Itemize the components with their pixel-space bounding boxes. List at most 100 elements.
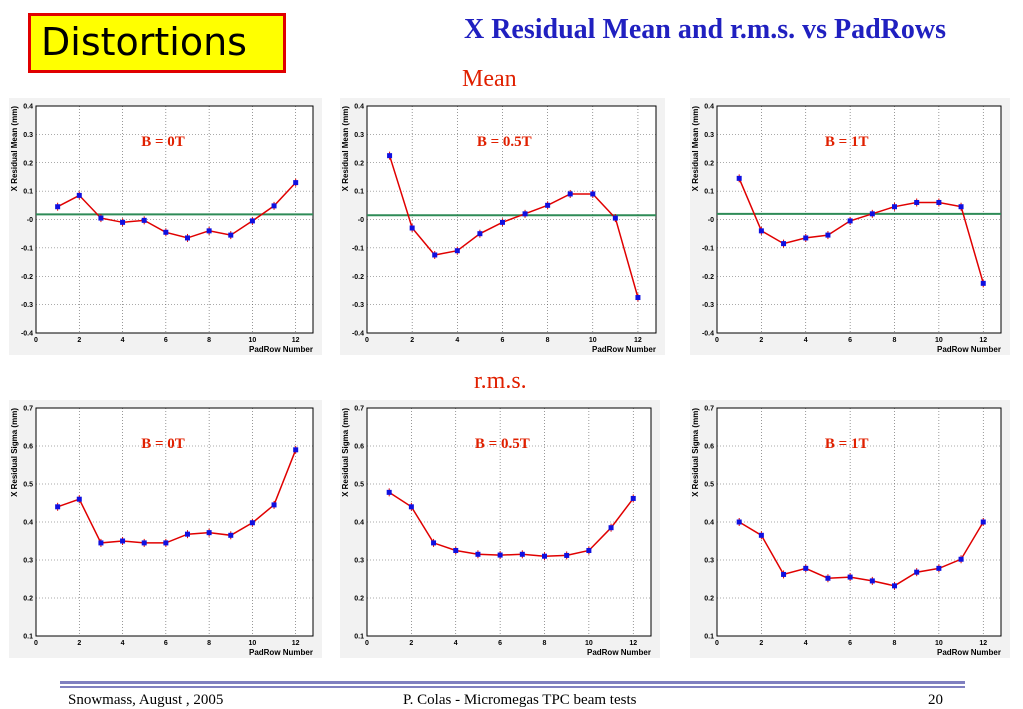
- y-tick-label: 0.7: [354, 406, 364, 413]
- x-tick-label: 4: [804, 337, 808, 344]
- plot-rms-b05: 0.1 0.2 0.3 0.4 0.5 0.6 0.7 0 2 4 6 8 10 12 PadRow Num…: [340, 400, 660, 658]
- y-axis-label: X Residual Mean (mm): [10, 106, 19, 192]
- section-label-rms: r.m.s.: [474, 368, 527, 394]
- data-point: [271, 502, 277, 508]
- y-tick-label: 0.2: [354, 160, 364, 167]
- x-tick-label: 10: [935, 640, 943, 647]
- plot-frame: [716, 105, 1002, 334]
- data-point: [453, 548, 459, 553]
- y-tick-label: 0.3: [704, 558, 714, 565]
- x-tick-label: 12: [979, 640, 987, 647]
- data-point: [163, 229, 169, 235]
- data-point: [387, 153, 393, 159]
- series-line: [738, 178, 985, 284]
- x-tick-label: 10: [249, 337, 257, 344]
- y-tick-label: -0.3: [702, 302, 714, 309]
- x-tick-label: 12: [634, 337, 642, 344]
- data-point: [635, 295, 641, 301]
- x-tick-label: 10: [935, 337, 943, 344]
- y-tick-label: 0.4: [704, 520, 714, 527]
- data-point: [386, 489, 392, 495]
- y-tick-label: 0.2: [354, 596, 364, 603]
- plot-frame: [366, 105, 657, 334]
- y-tick-label: 0.2: [704, 160, 714, 167]
- plot-rms-b0: 0.1 0.2 0.3 0.4 0.5 0.6 0.7 0 2 4 6 8 10 12 PadRow Num…: [9, 400, 322, 658]
- y-tick-label: 0.1: [23, 634, 33, 641]
- x-tick-label: 10: [249, 640, 257, 647]
- footer-rule-bottom: [60, 686, 965, 688]
- data-point: [936, 199, 942, 205]
- y-tick-label: 0.1: [704, 189, 714, 196]
- data-point: [55, 504, 61, 510]
- y-tick-label: 0.3: [354, 558, 364, 565]
- y-tick-label: 0.4: [354, 520, 364, 527]
- x-tick-label: 0: [365, 337, 369, 344]
- y-axis-label: X Residual Sigma (mm): [691, 408, 700, 497]
- data-point: [590, 191, 596, 197]
- x-axis-label: PadRow Number: [937, 345, 1001, 354]
- x-tick-label: 6: [164, 337, 168, 344]
- data-point: [519, 551, 525, 557]
- x-tick-label: 4: [455, 337, 459, 344]
- x-tick-label: 4: [454, 640, 458, 647]
- x-tick-label: 2: [410, 337, 414, 344]
- y-tick-label: 0.1: [23, 189, 33, 196]
- y-axis-label: X Residual Sigma (mm): [341, 408, 350, 497]
- data-point: [781, 241, 787, 247]
- data-point: [803, 565, 809, 571]
- x-tick-label: 8: [207, 640, 211, 647]
- y-tick-label: -0: [708, 217, 714, 224]
- y-tick-label: -0.3: [21, 302, 33, 309]
- y-tick-label: 0.5: [704, 482, 714, 489]
- y-tick-label: 0.3: [23, 558, 33, 565]
- y-tick-label: 0.2: [23, 596, 33, 603]
- data-point: [249, 218, 255, 224]
- data-point: [980, 280, 986, 286]
- data-point: [141, 217, 147, 223]
- x-tick-label: 2: [409, 640, 413, 647]
- x-axis-label: PadRow Number: [249, 345, 313, 354]
- y-tick-label: 0.6: [354, 444, 364, 451]
- data-point: [141, 540, 147, 546]
- y-tick-label: -0.1: [21, 245, 33, 252]
- data-point: [454, 248, 460, 254]
- data-point: [980, 519, 986, 525]
- plot-frame: [35, 105, 314, 334]
- data-point: [736, 519, 742, 525]
- x-tick-label: 8: [543, 640, 547, 647]
- x-tick-label: 12: [979, 337, 987, 344]
- data-point: [847, 218, 853, 224]
- x-tick-label: 0: [34, 640, 38, 647]
- y-tick-label: 0.1: [704, 634, 714, 641]
- data-point: [76, 496, 82, 502]
- footer-rule-top: [60, 681, 965, 684]
- x-tick-label: 8: [207, 337, 211, 344]
- x-tick-label: 12: [629, 640, 637, 647]
- data-point: [98, 215, 104, 221]
- data-point: [958, 556, 964, 562]
- slide-title-box: Distortions: [28, 13, 286, 73]
- data-point: [409, 225, 415, 231]
- footer-center: P. Colas - Micromegas TPC beam tests: [403, 692, 637, 708]
- data-point: [892, 583, 897, 589]
- data-point: [612, 215, 618, 221]
- y-tick-label: 0.2: [23, 160, 33, 167]
- data-point: [758, 228, 764, 234]
- y-tick-label: 0.3: [704, 132, 714, 139]
- x-tick-label: 0: [365, 640, 369, 647]
- x-axis-label: PadRow Number: [937, 648, 1001, 657]
- y-tick-label: 0.4: [704, 104, 714, 111]
- x-axis-label: PadRow Number: [587, 648, 651, 657]
- slide-title: Distortions: [41, 20, 247, 64]
- x-tick-label: 2: [77, 337, 81, 344]
- y-tick-label: 0.3: [354, 132, 364, 139]
- series-line: [388, 491, 634, 557]
- field-label: B = 0.5T: [475, 436, 530, 452]
- data-point: [184, 531, 190, 537]
- footer-left: Snowmass, August , 2005: [68, 692, 224, 708]
- y-tick-label: -0.2: [352, 274, 364, 281]
- y-tick-label: 0.4: [354, 104, 364, 111]
- y-tick-label: 0.7: [23, 406, 33, 413]
- data-point: [542, 553, 547, 559]
- x-tick-label: 4: [804, 640, 808, 647]
